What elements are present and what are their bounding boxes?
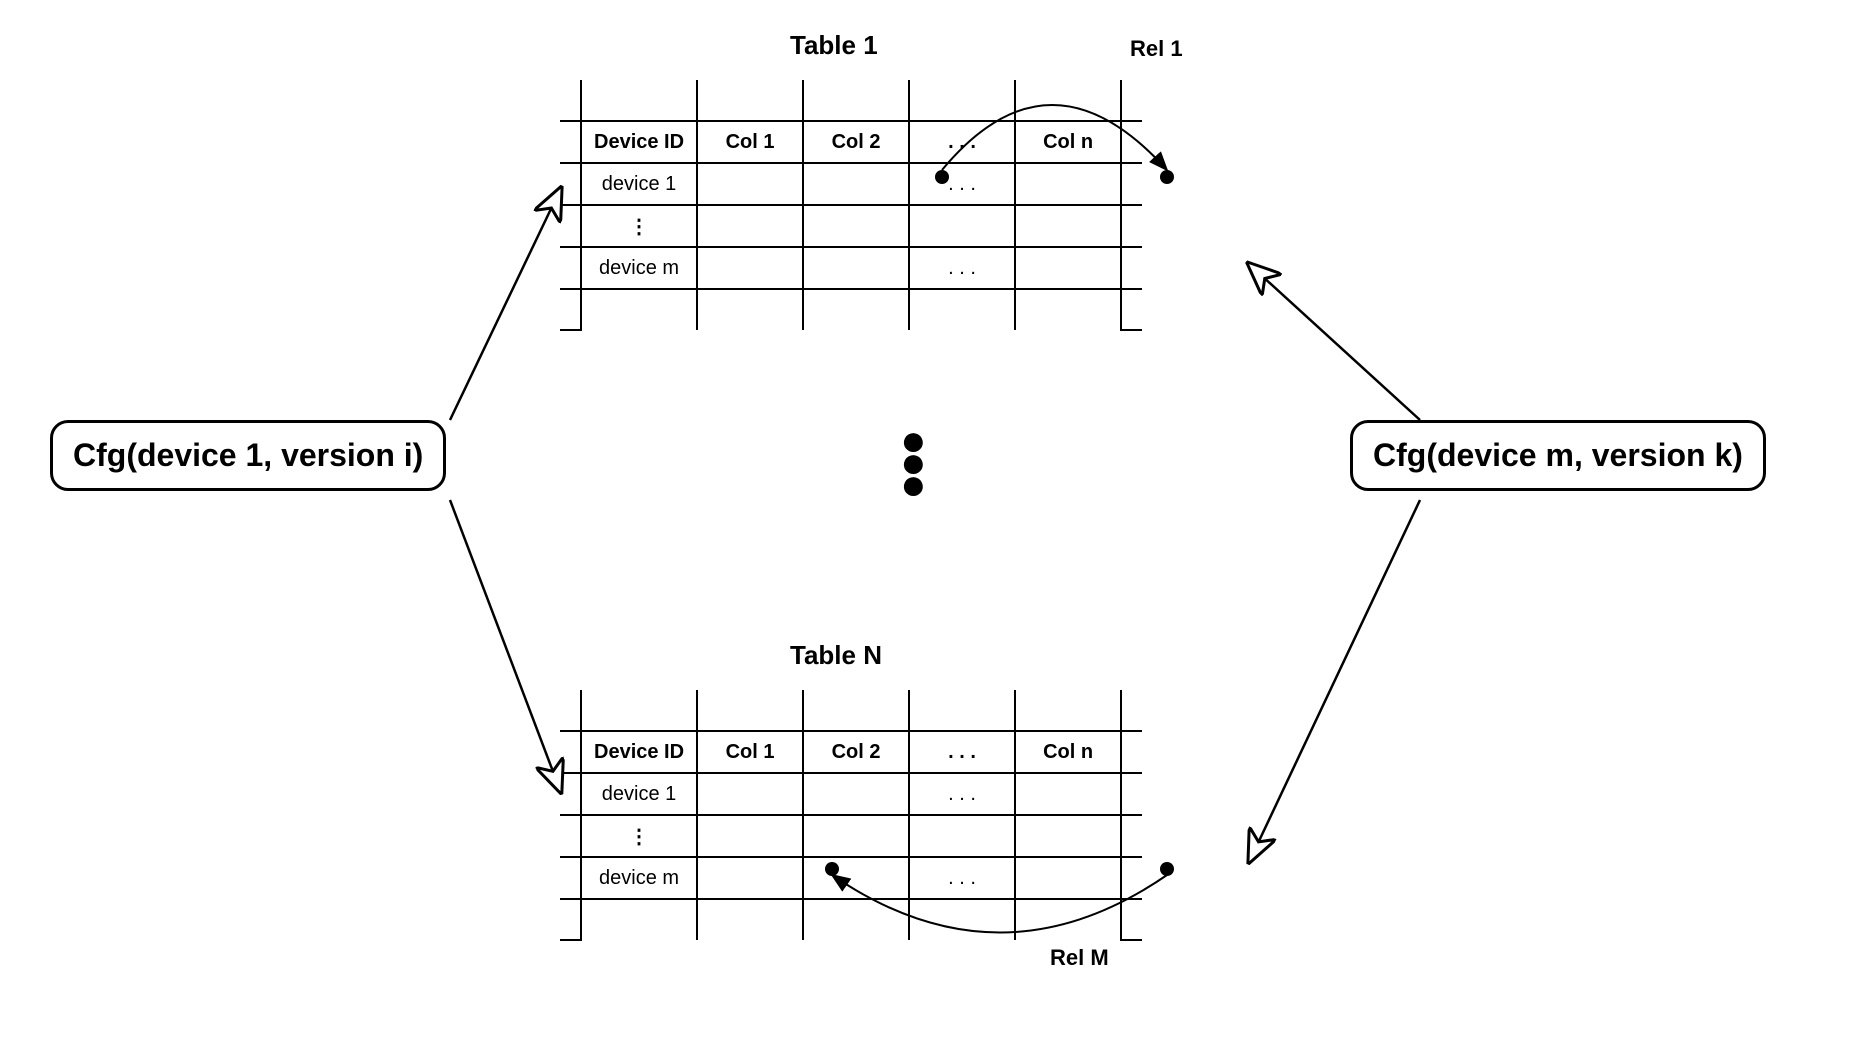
table1: Device ID Col 1 Col 2 . . . Col n device… bbox=[560, 80, 1142, 331]
cfg-left-box: Cfg(device 1, version i) bbox=[50, 420, 446, 491]
tableN-stub-top bbox=[560, 690, 1142, 731]
table1-r1c2 bbox=[803, 163, 909, 205]
table1-row-ellipsis: ⋮ bbox=[560, 205, 1142, 247]
tableN-r2c0: ⋮ bbox=[581, 815, 697, 857]
cfg-right-box: Cfg(device m, version k) bbox=[1350, 420, 1766, 491]
tableN-col-1: Col 1 bbox=[697, 731, 803, 773]
tableN: Device ID Col 1 Col 2 . . . Col n device… bbox=[560, 690, 1142, 941]
arrow-cfgright-table1 bbox=[1250, 265, 1420, 420]
tableN-row-ellipsis: ⋮ bbox=[560, 815, 1142, 857]
table1-r1c1 bbox=[697, 163, 803, 205]
tableN-col-deviceid: Device ID bbox=[581, 731, 697, 773]
table1-dot-coln bbox=[1160, 170, 1174, 184]
table1-r1c0: device 1 bbox=[581, 163, 697, 205]
tableN-r3c3: . . . bbox=[909, 857, 1015, 899]
tableN-col-ellipsis: . . . bbox=[909, 731, 1015, 773]
tableN-r3c0: device m bbox=[581, 857, 697, 899]
tableN-col-2: Col 2 bbox=[803, 731, 909, 773]
table1-dot-col2 bbox=[935, 170, 949, 184]
table1-stub-bottom bbox=[560, 289, 1142, 330]
cfg-right-label: Cfg(device m, version k) bbox=[1373, 437, 1743, 473]
tableN-header-row: Device ID Col 1 Col 2 . . . Col n bbox=[560, 731, 1142, 773]
arrow-cfgleft-tableN bbox=[450, 500, 560, 790]
arrow-cfgright-tableN bbox=[1250, 500, 1420, 860]
table1-col-2: Col 2 bbox=[803, 121, 909, 163]
tableN-dot-coln bbox=[1160, 862, 1174, 876]
table1-r1c4 bbox=[1015, 163, 1121, 205]
tableN-r1c0: device 1 bbox=[581, 773, 697, 815]
arrow-cfgleft-table1 bbox=[450, 190, 560, 420]
table1-title: Table 1 bbox=[790, 30, 878, 61]
table1-r3c3: . . . bbox=[909, 247, 1015, 289]
tableN-r3c4 bbox=[1015, 857, 1121, 899]
tableN-col-n: Col n bbox=[1015, 731, 1121, 773]
table1-header-row: Device ID Col 1 Col 2 . . . Col n bbox=[560, 121, 1142, 163]
rel1-label: Rel 1 bbox=[1130, 36, 1183, 62]
table1-col-deviceid: Device ID bbox=[581, 121, 697, 163]
tableN-row-m: device m . . . bbox=[560, 857, 1142, 899]
tables-vertical-ellipsis: ●●● bbox=[900, 430, 927, 496]
relM-label: Rel M bbox=[1050, 945, 1109, 971]
table1-col-1: Col 1 bbox=[697, 121, 803, 163]
table1-stub-top bbox=[560, 80, 1142, 121]
table1-r1c3: . . . bbox=[909, 163, 1015, 205]
table1-r2c0: ⋮ bbox=[581, 205, 697, 247]
tableN-dot-col1 bbox=[825, 862, 839, 876]
table1-row-m: device m . . . bbox=[560, 247, 1142, 289]
tableN-title: Table N bbox=[790, 640, 882, 671]
cfg-left-label: Cfg(device 1, version i) bbox=[73, 437, 423, 473]
tableN-r3c1 bbox=[697, 857, 803, 899]
tableN-r1c3: . . . bbox=[909, 773, 1015, 815]
table1-col-n: Col n bbox=[1015, 121, 1121, 163]
table1-r3c0: device m bbox=[581, 247, 697, 289]
table1-col-ellipsis: . . . bbox=[909, 121, 1015, 163]
tableN-stub-bottom bbox=[560, 899, 1142, 940]
table1-row-1: device 1 . . . bbox=[560, 163, 1142, 205]
tableN-row-1: device 1 . . . bbox=[560, 773, 1142, 815]
